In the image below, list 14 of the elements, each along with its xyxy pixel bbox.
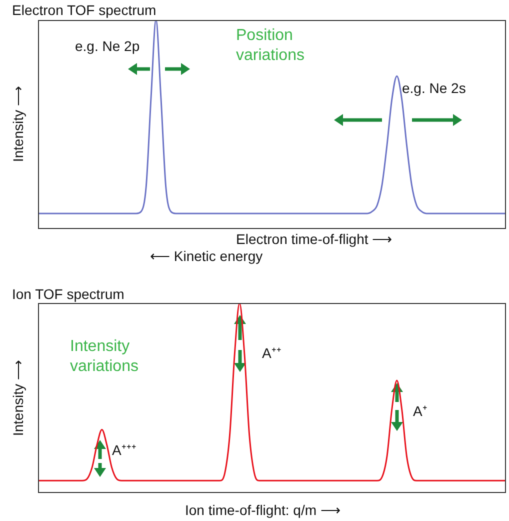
text: ⟵ Kinetic energy: [150, 248, 263, 265]
annotation: A⁺: [413, 403, 428, 420]
chart-title: Ion TOF spectrum: [12, 286, 124, 303]
annotation: A⁺⁺: [262, 345, 282, 362]
annotation: Intensity variations: [70, 337, 140, 377]
annotation: A⁺⁺⁺: [112, 442, 136, 459]
annotation: e.g. Ne 2p: [75, 38, 140, 55]
x-axis-title: Ion time-of-flight: q/m ⟶: [185, 502, 340, 519]
chart-title: Electron TOF spectrum: [12, 2, 156, 19]
annotation: Position variations: [236, 26, 306, 66]
y-axis-title: Intensity ⟶: [10, 86, 26, 162]
x-axis-title: Electron time-of-flight ⟶: [236, 231, 392, 248]
y-axis-title: Intensity ⟶: [10, 360, 26, 436]
annotation: e.g. Ne 2s: [402, 80, 466, 97]
